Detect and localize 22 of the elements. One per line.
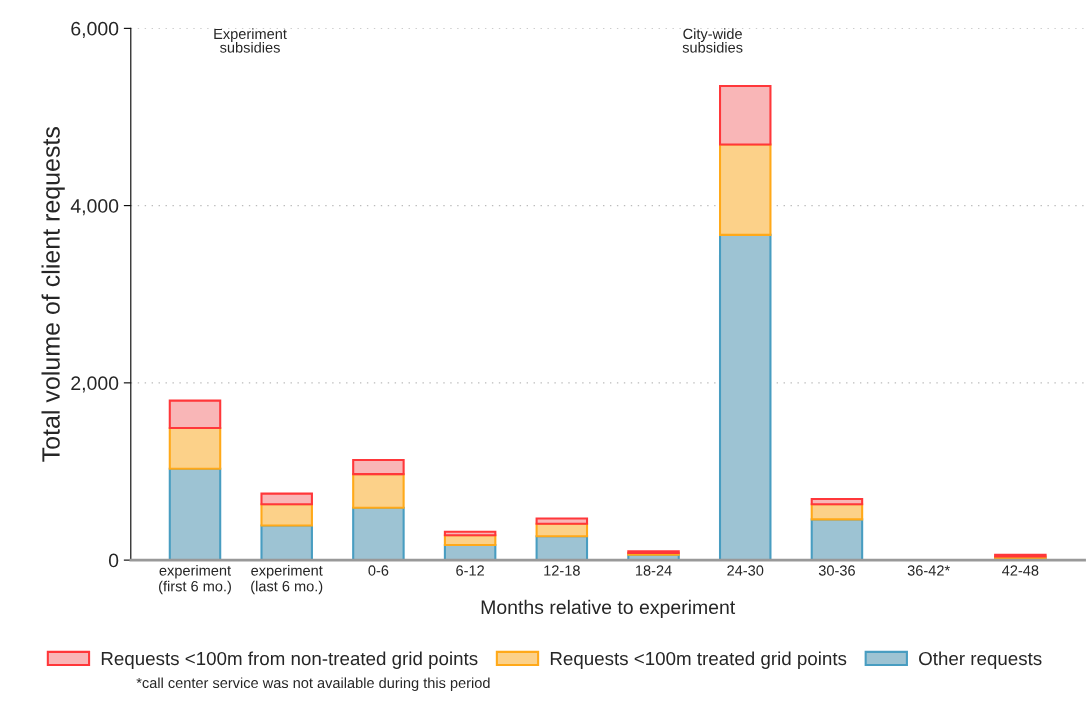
x-tick-label: 30-36 (818, 565, 855, 576)
x-tick-label: 42-48 (1002, 565, 1039, 576)
x-tick-label: 18-24 (635, 565, 672, 576)
x-tick-label: 0-6 (368, 565, 389, 576)
x-tick-label: 6-12 (456, 565, 484, 576)
legend-label: Other requests (919, 651, 1042, 669)
annotation: City-wide subsidies (682, 28, 743, 53)
x-tick-label: 24-30 (727, 565, 764, 576)
x-tick-label: 12-18 (544, 565, 580, 576)
x-axis-title: Months relative to experiment (481, 599, 736, 618)
y-tick-label: 6,000 (71, 21, 119, 38)
annotation: Experiment subsidies (214, 28, 287, 53)
y-tick-label: 4,000 (70, 199, 119, 216)
x-tick-label: 36-42* (907, 565, 950, 576)
y-axis-title: Total volume of client requests (41, 126, 65, 462)
y-tick-label: 0 (108, 553, 119, 568)
x-tick-label: experiment (last 6 mo.) (251, 564, 323, 595)
x-tick-label: experiment (first 6 mo.) (159, 564, 231, 595)
legend-label: Requests <100m from non-treated grid points (101, 651, 478, 669)
y-tick-label: 2,000 (71, 376, 119, 393)
text: *call center service was not available during this period (136, 677, 490, 691)
legend-label: Requests <100m treated grid points (550, 651, 847, 669)
